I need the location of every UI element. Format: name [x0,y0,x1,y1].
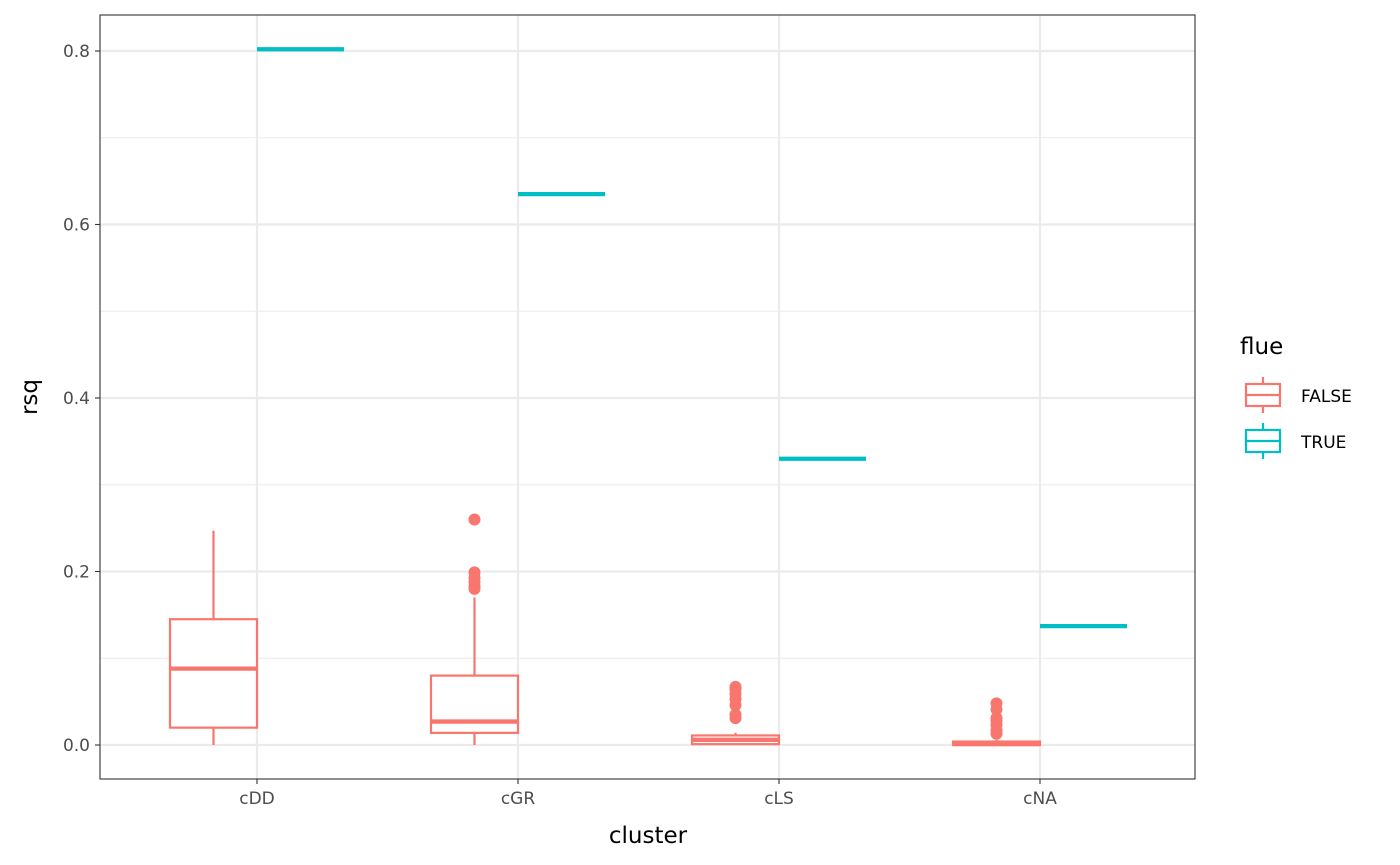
legend-item-false: FALSE [1244,377,1352,413]
panel-border [99,14,1196,780]
outlier-point [468,513,481,526]
x-tick-label: cDD [239,789,275,809]
y-tick-label: 0.4 [63,389,90,409]
outlier-point [729,708,742,721]
outlier-point [990,697,1003,710]
grid-lines [100,15,1195,779]
x-tick-label: cLS [764,789,794,809]
outlier-point [990,712,1003,725]
box-cGR-false [429,513,520,745]
box-body [168,618,259,729]
legend-label: TRUE [1300,433,1346,453]
x-tick-label: cGR [501,789,536,809]
series-false [168,513,1042,747]
outlier-point [468,566,481,579]
series-true [257,47,1127,629]
plot-marks [168,47,1127,747]
x-tick-label: cNA [1023,789,1057,809]
x-axis-title: cluster [609,823,688,849]
outlier-point [729,680,742,693]
legend-title: flue [1240,334,1283,360]
legend: flue FALSE TRUE [1240,334,1352,459]
y-tick-label: 0.0 [63,736,90,756]
box-cDD-false [168,530,259,745]
box-cLS-false [690,680,781,746]
y-tick-label: 0.6 [63,216,90,236]
y-tick-label: 0.2 [63,563,90,583]
y-axis-title: rsq [17,379,43,415]
box-cNA-false [951,697,1042,747]
y-tick-label: 0.8 [63,42,90,62]
box-body [429,674,520,734]
legend-label: FALSE [1301,387,1352,407]
legend-item-true: TRUE [1244,423,1346,459]
axes: 0.0 0.2 0.4 0.6 0.8 cDD cGR cLS cNA [63,42,1057,809]
